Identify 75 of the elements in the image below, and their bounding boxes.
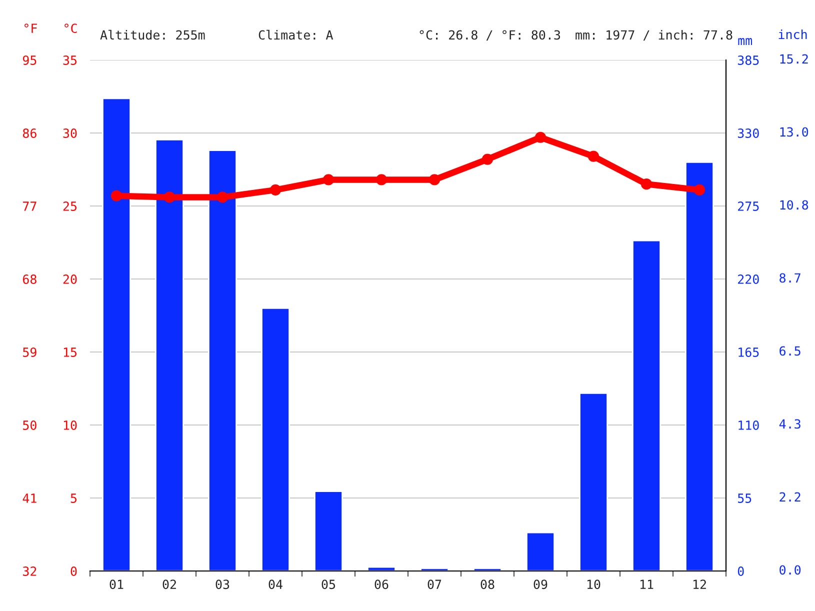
point [270,184,282,196]
text: 10.8 [780,200,808,210]
y3-tick-label: 77 [23,202,36,211]
y3-tick-label: 68 [22,274,36,284]
y3-tick-label: 32 [23,566,36,576]
y-tick-label: 30 [63,128,77,138]
x-tick-label: 05 [322,580,336,590]
text: 0.0 [780,565,801,575]
point [428,174,440,186]
point [534,132,546,143]
y3-tick-label: 59 [23,348,36,357]
x-tick-label: 01 [110,580,124,590]
bar [473,568,502,571]
y-tick-label: 10 [64,420,77,430]
bar [261,308,290,571]
x-tick-label: 08 [480,580,494,590]
text: 8.7 [780,273,800,283]
y3-tick-label: 50 [23,420,36,430]
bar [526,532,555,571]
x-tick-label: 07 [428,580,442,590]
bar [208,150,237,571]
y3-tick-label: 86 [22,128,36,138]
x-tick-label: 03 [216,580,230,590]
y2-tick-label: 330 [738,128,759,138]
x-tick-label: 02 [162,580,176,590]
bar [102,98,131,571]
point [588,150,600,162]
y2-tick-label: 275 [738,202,759,211]
bar [314,490,343,571]
text: Altitude: 255m [100,30,205,40]
x-tick-label: 12 [693,580,706,589]
point [164,192,176,203]
text: Climate: A [258,30,334,40]
y-tick-label: 15 [64,348,76,357]
text: °C: 26.8 / °F: 80.3 [420,30,560,41]
y3-tick-label: 41 [22,494,36,503]
bar [420,568,449,571]
y2-tick-label: 385 [738,56,759,65]
x-tick-label: 10 [587,580,600,590]
text: 6.5 [780,346,800,356]
y-tick-label: 5 [70,494,76,503]
y3-tick-label: 95 [22,56,36,65]
point [110,190,122,202]
y-tick-label: 20 [63,274,77,284]
y3-axis-title: °F [24,24,38,33]
text: 13.0 [780,127,808,137]
point [216,192,228,203]
point [640,178,652,190]
x-tick-label: 04 [268,580,282,590]
y2-tick-label: 0 [738,566,744,576]
y-tick-label: 0 [70,566,77,576]
bar [685,162,714,571]
y2-tick-label: 110 [738,420,759,430]
text: 2.2 [780,492,800,502]
y-axis-title: °C [64,24,77,34]
y-tick-label: 25 [63,202,76,211]
y2-tick-label: 165 [738,348,759,357]
point [322,174,334,186]
point [376,174,388,186]
text: 15.2 [780,54,808,64]
y2-tick-label: 55 [738,494,752,503]
point [694,184,706,196]
x-tick-label: 09 [534,580,548,590]
text: inch [778,29,807,40]
y2-tick-label: 220 [738,274,759,284]
point [482,154,494,165]
y-tick-label: 35 [63,56,76,65]
bar [632,240,661,571]
text: 4.3 [779,419,800,429]
x-tick-label: 06 [374,580,388,590]
bar [155,138,184,571]
text: mm: 1977 / inch: 77.8 [576,30,732,41]
bar [579,392,608,571]
y2-axis-title: mm [738,38,752,46]
x-tick-label: 11 [640,580,654,589]
